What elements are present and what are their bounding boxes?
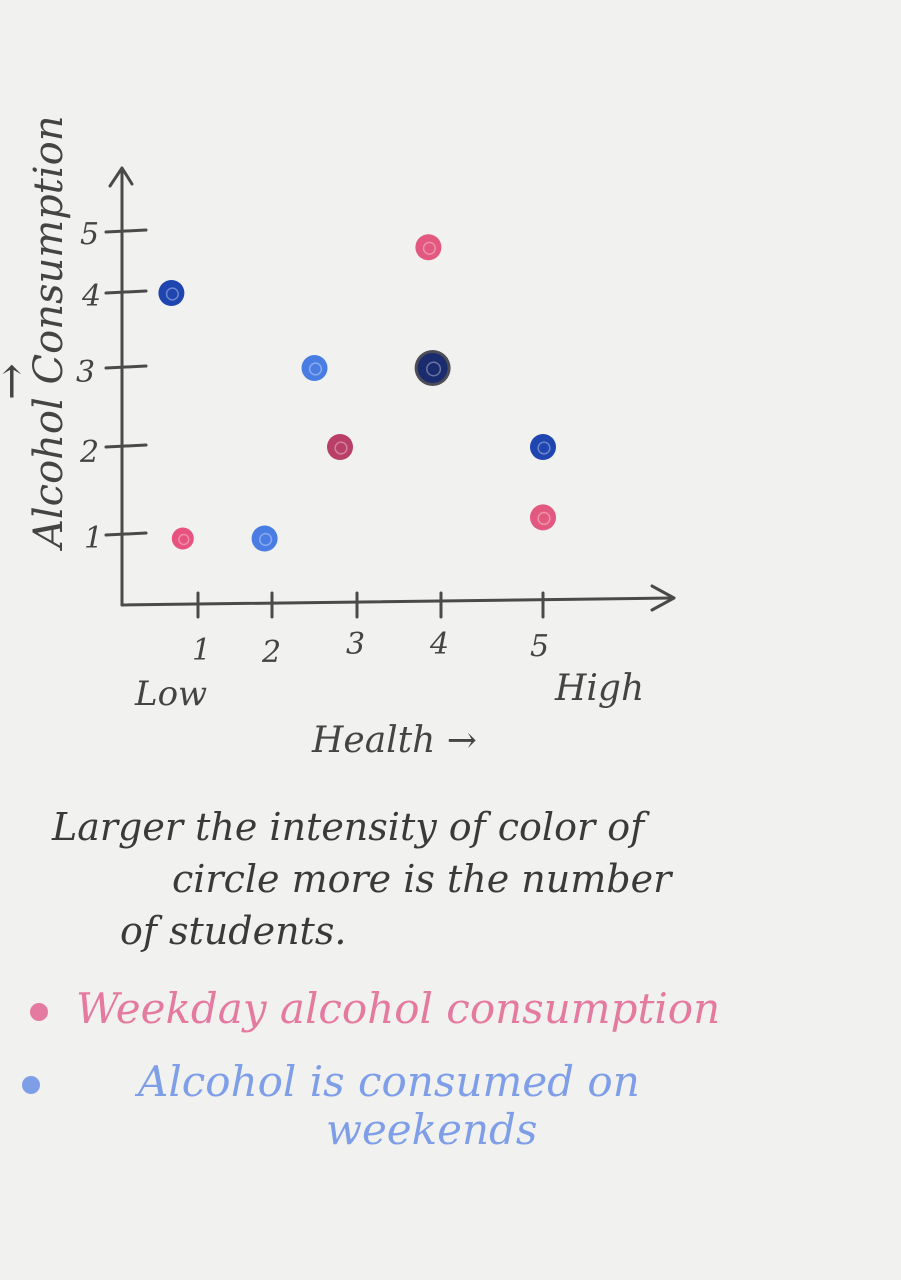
y-tick-label: 3 [76, 355, 95, 390]
weekend-point [251, 525, 278, 552]
x-tick-label: 2 [261, 635, 281, 670]
x-tick-label: 3 [346, 627, 365, 662]
y-tick-mark [104, 364, 148, 370]
chart-axes [108, 166, 676, 612]
x-axis-arrowhead [650, 584, 676, 612]
y-tick-label: 1 [84, 521, 103, 556]
y-axis-arrow-label: → [0, 363, 37, 400]
chart-note-line3-wrap: of students. [120, 912, 346, 950]
scatter-chart: 1 2 3 4 5 1 2 3 4 5 Alcohol Consumption → Health … [0, 116, 676, 761]
y-tick-mark [104, 531, 148, 537]
chart-ticks: 1 2 3 4 5 1 2 3 4 5 [76, 217, 549, 670]
legend-blue-dot-icon [22, 1076, 40, 1094]
weekday-point [327, 434, 353, 460]
y-tick-label: 2 [79, 435, 99, 470]
x-tick-label: 5 [530, 629, 549, 664]
y-axis-arrowhead [108, 166, 134, 188]
legend-item-weekday: Weekday alcohol consumption [30, 984, 721, 1033]
y-tick-mark [104, 289, 148, 295]
weekend-point [414, 350, 451, 386]
legend-label-weekday: Weekday alcohol consumption [76, 984, 721, 1033]
chart-note-line2-wrap: circle more is the number [172, 860, 671, 898]
weekday-point [171, 527, 194, 550]
x-axis-high-label: High [554, 668, 644, 709]
chart-note: Larger the intensity of color of [52, 808, 644, 846]
weekday-point [530, 504, 556, 531]
y-tick-mark [104, 443, 148, 449]
chart-note-line3: of students. [120, 909, 347, 953]
legend-label-weekend: Alcohol is consumed on weekends [68, 1057, 640, 1155]
weekend-point [530, 434, 556, 460]
legend-label-weekend-line1: Alcohol is consumed on [138, 1057, 640, 1106]
x-axis-line [120, 596, 674, 607]
y-tick-label: 5 [80, 217, 99, 252]
chart-note-line2: circle more is the number [172, 857, 672, 901]
y-axis-label: Alcohol Consumption [26, 116, 72, 553]
y-tick-mark [104, 228, 148, 234]
y-tick-label: 4 [81, 279, 101, 314]
legend-item-weekend: Alcohol is consumed on weekends [22, 1057, 640, 1155]
x-tick-label: 4 [429, 627, 449, 662]
x-axis-low-label: Low [134, 674, 207, 714]
x-tick-label: 1 [192, 633, 211, 668]
x-axis-label: Health → [311, 720, 477, 761]
legend-pink-dot-icon [30, 1003, 48, 1021]
chart-note-line1: Larger the intensity of color of [52, 805, 645, 849]
chart-points [158, 234, 556, 552]
weekday-point [415, 234, 442, 261]
weekend-point [158, 280, 185, 306]
legend-label-weekend-line2: weekends [326, 1105, 538, 1155]
weekend-point [301, 355, 328, 381]
